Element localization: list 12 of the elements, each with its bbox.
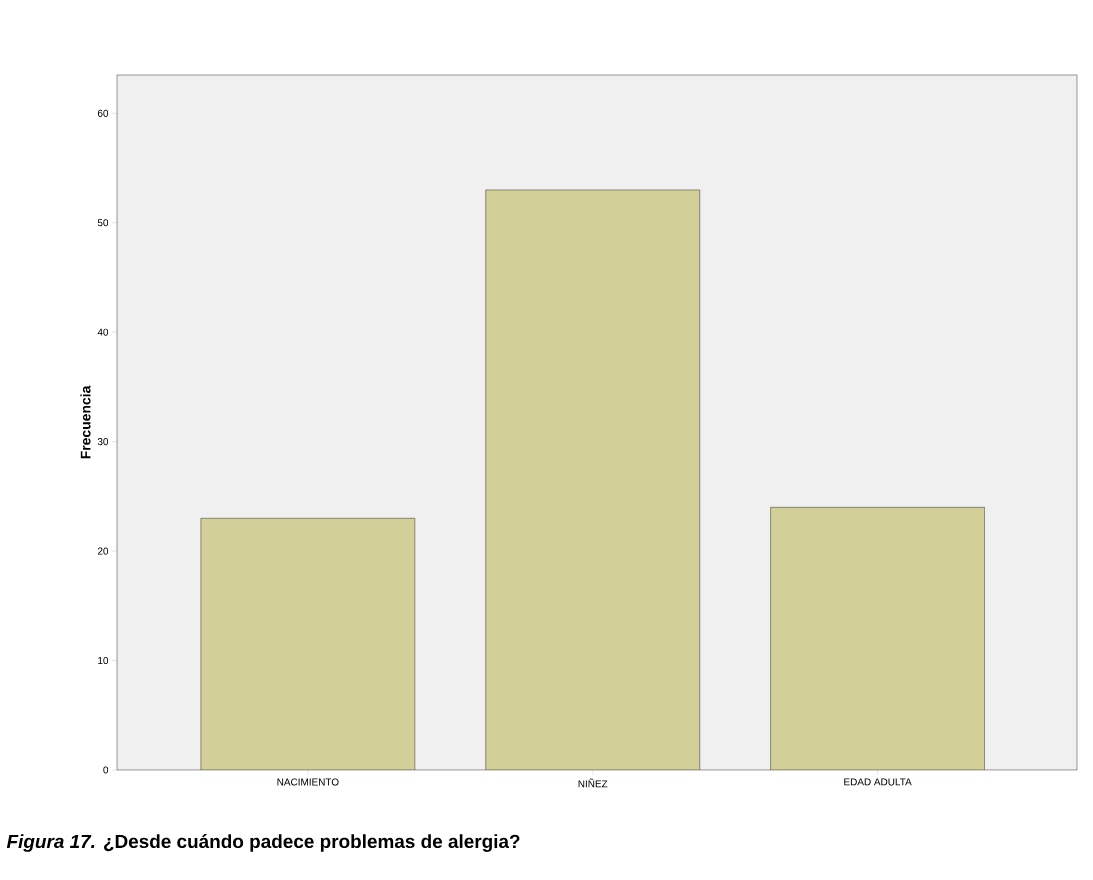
- y-tick-label: 0: [103, 766, 109, 774]
- y-tick-label: 30: [97, 438, 109, 446]
- y-tick-label: 50: [97, 219, 109, 227]
- y-axis-title: Frecuencia: [80, 385, 91, 459]
- x-tick-label: EDAD ADULTA: [844, 778, 912, 786]
- x-tick-label: NIÑEZ: [578, 778, 608, 788]
- y-tick-label: 60: [97, 109, 109, 117]
- y-tick-label: 20: [97, 547, 109, 555]
- y-tick-label: 10: [98, 657, 109, 665]
- y-tick-label: 40: [97, 328, 109, 336]
- x-tick-label: NACIMIENTO: [277, 778, 339, 786]
- text: Figura 17. ¿Desde cuándo padece problemas de alergia?: [6, 834, 520, 852]
